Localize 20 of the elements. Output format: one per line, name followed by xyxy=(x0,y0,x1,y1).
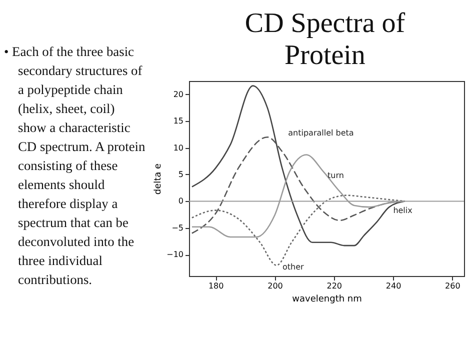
y-tick-label: −10 xyxy=(166,250,184,260)
y-tick-label: 0 xyxy=(178,196,184,206)
series-label: other xyxy=(282,262,305,272)
y-tick-label: 5 xyxy=(178,170,184,179)
x-axis-title: wavelength nm xyxy=(292,294,362,304)
text: • Each of the three basic secondary structures of a polypeptide chain (helix, sheet, coil) show a characteristic CD spectrum. A protein consisting of these elements should therefore display a spectrum that can be deconvoluted into the three individual contributions. xyxy=(4,44,146,287)
x-tick-label: 260 xyxy=(445,282,460,290)
y-tick-label: 10 xyxy=(173,143,184,152)
x-tick-label: 220 xyxy=(326,282,342,290)
y-tick-label: 15 xyxy=(173,116,184,126)
x-tick-label: 200 xyxy=(268,282,283,290)
x-tick-label: 180 xyxy=(208,282,224,290)
series-label: antiparallel beta xyxy=(288,128,354,138)
x-tick-label: 240 xyxy=(386,282,402,290)
chart-title: CD Spectra of Protein xyxy=(244,8,406,72)
y-tick-label: −5 xyxy=(172,223,184,232)
y-tick-label: 20 xyxy=(173,90,184,99)
series-label: helix xyxy=(393,206,413,216)
y-axis-title: delta e xyxy=(154,162,164,195)
series-label: turn xyxy=(328,170,344,180)
